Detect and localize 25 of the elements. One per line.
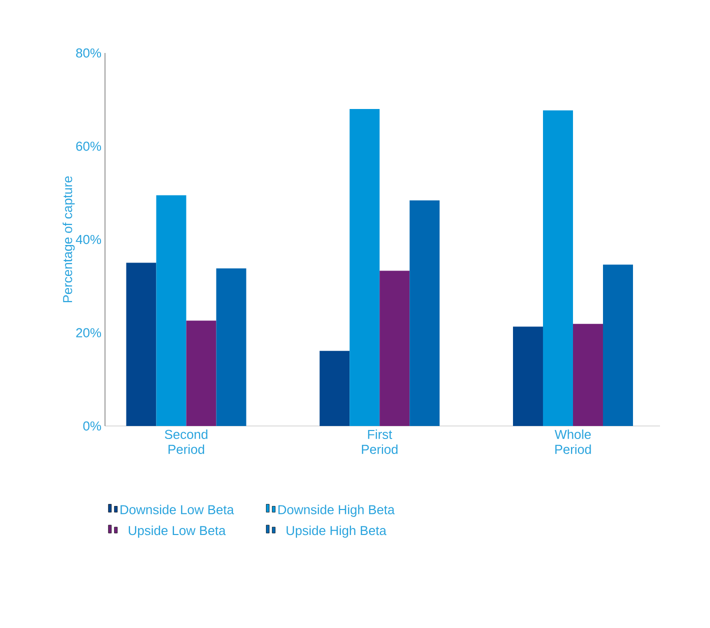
bar bbox=[602, 264, 633, 426]
bar bbox=[512, 326, 543, 426]
bar bbox=[320, 350, 350, 426]
bar bbox=[572, 324, 603, 426]
legend-label: Upside High Beta bbox=[286, 526, 386, 538]
y-tick-label: 0% bbox=[83, 421, 102, 431]
bar bbox=[410, 200, 440, 426]
y-tick-label: 80% bbox=[76, 48, 102, 58]
x-tick-label: Second Period bbox=[164, 430, 208, 454]
y-axis-title: Percentage of capture bbox=[62, 176, 75, 302]
bar bbox=[126, 262, 156, 426]
y-tick-label: 60% bbox=[76, 142, 102, 151]
bar bbox=[350, 108, 380, 426]
y-tick-label: 20% bbox=[76, 328, 102, 338]
bar bbox=[156, 195, 186, 426]
bar bbox=[186, 320, 216, 426]
legend-label: Upside Low Beta bbox=[128, 526, 226, 538]
bar bbox=[380, 270, 410, 426]
x-tick-label: First Period bbox=[362, 430, 398, 454]
bar bbox=[542, 110, 573, 426]
y-tick-label: 40% bbox=[76, 234, 102, 244]
x-tick-label: Whole Period bbox=[554, 430, 591, 454]
bar bbox=[216, 268, 246, 426]
legend-label: Downside Low Beta bbox=[120, 504, 234, 514]
legend-label: Downside High Beta bbox=[278, 504, 395, 517]
